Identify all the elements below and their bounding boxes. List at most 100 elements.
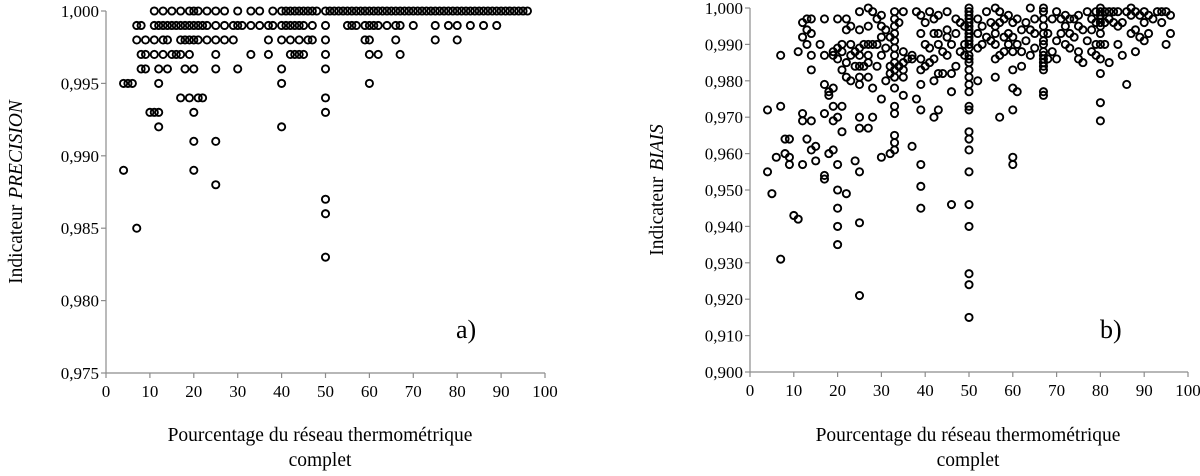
data-point-b: [964, 65, 974, 75]
data-point-a: [189, 35, 199, 45]
data-point-a: [180, 64, 190, 74]
data-point-a: [180, 35, 190, 45]
data-point-b: [776, 101, 786, 111]
data-point-b: [1038, 3, 1049, 13]
data-point-b: [798, 159, 808, 170]
data-point-a: [478, 20, 489, 31]
data-point-a: [290, 49, 300, 59]
data-point-b: [1038, 90, 1049, 100]
data-point-b: [833, 203, 843, 213]
x-tick-label-b: 40: [917, 381, 934, 400]
data-point-a: [277, 6, 287, 16]
y-axis-label-b-emph: BIAIS: [647, 124, 668, 171]
data-point-a: [277, 64, 287, 74]
data-point-b: [1065, 43, 1075, 53]
data-point-a: [158, 49, 168, 59]
data-point-b: [833, 112, 843, 122]
data-point-b: [942, 25, 952, 35]
data-point-a: [452, 20, 462, 31]
data-point-b: [1008, 47, 1018, 57]
data-point-b: [1008, 159, 1018, 170]
data-point-a: [285, 6, 295, 16]
data-point-b: [1152, 7, 1162, 17]
data-point-b: [846, 76, 856, 86]
data-point-a: [180, 20, 190, 31]
data-point-a: [149, 20, 159, 31]
data-point-b: [1113, 7, 1123, 17]
data-point-b: [995, 112, 1005, 122]
data-point-b: [854, 291, 865, 301]
data-point-a: [176, 49, 186, 59]
data-point-b: [780, 134, 790, 144]
data-point-b: [793, 214, 803, 224]
data-point-a: [171, 20, 181, 31]
data-point-b: [1047, 47, 1057, 57]
data-point-b: [1012, 39, 1022, 49]
data-point-b: [889, 7, 900, 17]
data-point-b: [837, 127, 847, 137]
data-point-b: [964, 145, 974, 155]
data-point-b: [889, 130, 900, 140]
data-point-b: [916, 203, 926, 213]
data-point-b: [854, 72, 865, 82]
data-point-b: [872, 39, 882, 49]
panel-label-a: a): [456, 315, 476, 344]
data-point-b: [1095, 116, 1105, 126]
data-point-b: [811, 141, 821, 151]
data-point-a: [325, 6, 335, 16]
data-point-a: [307, 6, 317, 16]
data-point-b: [802, 39, 812, 49]
data-point-a: [263, 20, 273, 31]
data-point-b: [850, 61, 860, 71]
data-point-b: [1100, 7, 1110, 17]
data-point-b: [889, 101, 900, 111]
data-point-a: [136, 64, 146, 74]
data-point-a: [219, 35, 230, 45]
data-point-a: [246, 6, 256, 16]
data-point-b: [951, 61, 961, 71]
data-point-b: [1043, 28, 1053, 39]
data-point-b: [1095, 54, 1105, 64]
data-point-b: [1008, 152, 1018, 162]
x-tick-label-a: 50: [317, 382, 334, 401]
data-point-a: [391, 35, 401, 45]
data-point-b: [1157, 18, 1167, 28]
data-point-b: [964, 167, 974, 177]
data-point-b: [837, 101, 847, 111]
data-point-b: [889, 83, 900, 93]
data-point-b: [1095, 98, 1105, 108]
data-point-b: [762, 105, 773, 115]
data-point-a: [298, 20, 309, 31]
data-point-b: [942, 32, 952, 42]
data-point-a: [492, 6, 502, 16]
data-point-a: [360, 20, 370, 31]
data-point-b: [1030, 43, 1040, 53]
data-point-b: [1025, 3, 1035, 13]
data-point-b: [1117, 18, 1127, 28]
data-point-a: [189, 165, 199, 175]
data-point-a: [149, 35, 159, 45]
data-point-a: [408, 20, 418, 31]
data-point-a: [518, 6, 528, 16]
data-point-b: [964, 200, 974, 210]
data-point-a: [119, 78, 129, 88]
data-point-b: [925, 7, 935, 17]
data-point-b: [811, 156, 821, 166]
data-point-b: [833, 240, 843, 250]
data-point-b: [999, 47, 1009, 57]
data-point-a: [329, 6, 339, 16]
chart-a: Indicateur PRECISION Pourcentage du résea…: [6, 2, 558, 471]
data-point-a: [184, 49, 194, 59]
data-point-b: [1078, 25, 1088, 35]
data-point-a: [470, 6, 480, 16]
data-point-b: [1056, 28, 1066, 39]
y-tick-label-a: 0,995: [61, 74, 99, 93]
data-point-b: [833, 159, 843, 170]
data-point-a: [320, 35, 331, 45]
x-axis-label-a-line2: complet: [289, 450, 352, 471]
data-point-b: [1165, 10, 1176, 20]
data-point-a: [483, 6, 493, 16]
x-tick-label-a: 100: [532, 382, 558, 401]
data-point-a: [193, 35, 203, 45]
data-point-a: [399, 6, 410, 16]
